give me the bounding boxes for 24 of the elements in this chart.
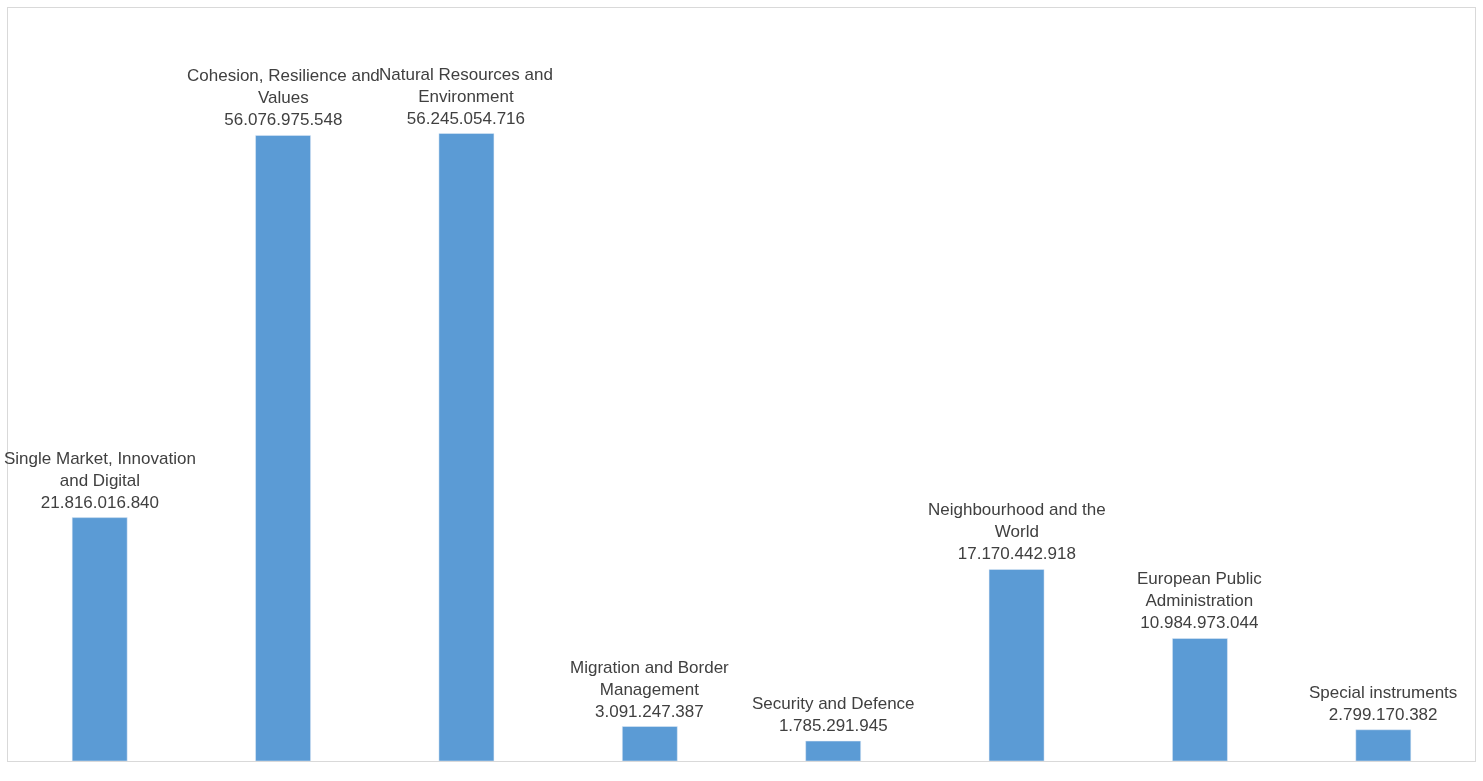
bar bbox=[622, 726, 678, 761]
bar bbox=[1355, 729, 1412, 761]
x-tick-label: Security and Defence bbox=[752, 694, 915, 713]
bar bbox=[71, 517, 128, 761]
data-label: 10.984.973.044 bbox=[1140, 613, 1259, 633]
x-tick-label: Cohesion, Resilience and Values bbox=[187, 66, 380, 108]
data-label: 17.170.442.918 bbox=[957, 544, 1076, 564]
data-label: 2.799.170.382 bbox=[1328, 705, 1438, 725]
bar bbox=[438, 133, 495, 761]
x-tick-label: Neighbourhood and the World bbox=[928, 500, 1106, 542]
data-label: 1.785.291.945 bbox=[778, 716, 888, 736]
data-label: 21.816.016.840 bbox=[40, 493, 160, 513]
bar bbox=[1172, 638, 1228, 761]
x-tick-label: European Public Administration bbox=[1137, 569, 1263, 611]
bar bbox=[805, 740, 861, 761]
data-label: 3.091.247.387 bbox=[595, 702, 704, 722]
bar bbox=[988, 569, 1045, 761]
x-tick-label: Single Market, Innovation and Digital bbox=[4, 449, 196, 491]
x-tick-label: Migration and Border Management bbox=[570, 658, 730, 700]
data-label: 56.076.975.548 bbox=[224, 110, 343, 130]
x-tick-label: Special instruments bbox=[1309, 683, 1458, 702]
bar bbox=[255, 135, 311, 761]
data-label: 56.245.054.716 bbox=[406, 109, 526, 129]
x-tick-label: Natural Resources and Environment bbox=[379, 65, 553, 107]
